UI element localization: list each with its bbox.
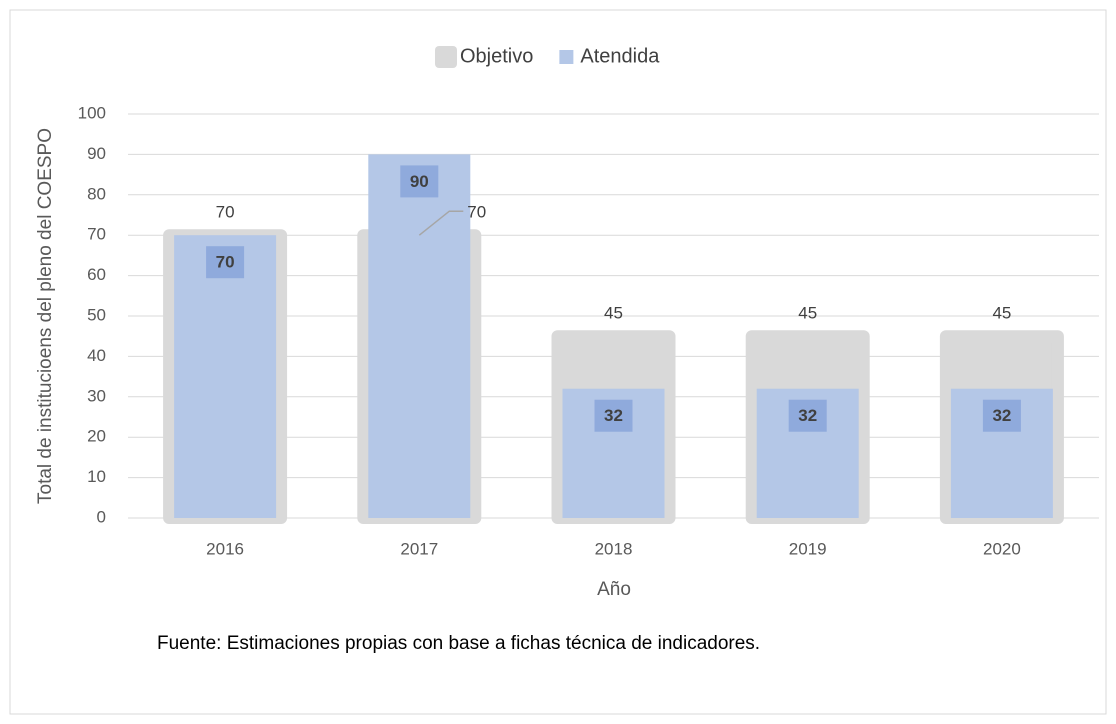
legend-label: Objetivo: [460, 45, 533, 67]
data-label: 45: [992, 304, 1011, 323]
legend-swatch: [559, 50, 574, 64]
data-label-box: [982, 399, 1021, 432]
x-tick-label: 2017: [400, 539, 438, 558]
y-tick-label: 90: [87, 144, 106, 163]
data-label: 45: [798, 304, 817, 323]
x-tick-label: 2019: [789, 539, 827, 558]
data-label: 90: [410, 172, 429, 191]
data-label: 45: [604, 304, 623, 323]
x-axis-title: Año: [597, 579, 631, 600]
data-label: 32: [798, 406, 817, 425]
legend-swatch: [435, 46, 457, 68]
y-tick-label: 60: [87, 265, 106, 284]
data-label-box: [594, 399, 633, 432]
y-tick-label: 50: [87, 305, 106, 324]
bar-atendida: [174, 235, 277, 518]
data-label: 70: [216, 253, 235, 272]
bar-atendida: [368, 154, 471, 518]
data-label: 70: [467, 203, 486, 222]
legend-label: Atendida: [580, 45, 660, 67]
y-tick-label: 80: [87, 184, 106, 203]
y-tick-label: 0: [97, 507, 106, 526]
y-tick-label: 100: [78, 103, 106, 122]
y-axis-title: Total de institucioens del pleno del COE…: [35, 128, 56, 504]
y-tick-label: 40: [87, 346, 106, 365]
data-label-box: [206, 246, 245, 279]
leader-line: [418, 210, 464, 236]
data-label-box: [400, 165, 439, 198]
x-tick-label: 2018: [595, 539, 633, 558]
y-tick-label: 10: [87, 467, 106, 486]
data-label-box: [788, 399, 827, 432]
data-label: 32: [604, 406, 623, 425]
y-tick-label: 20: [87, 427, 106, 446]
y-tick-label: 30: [87, 386, 106, 405]
source-note: Fuente: Estimaciones propias con base a …: [157, 633, 761, 654]
y-tick-label: 70: [87, 225, 106, 244]
data-label: 32: [992, 406, 1011, 425]
x-tick-label: 2016: [206, 539, 244, 558]
data-label: 70: [216, 203, 235, 222]
x-tick-label: 2020: [983, 539, 1021, 558]
